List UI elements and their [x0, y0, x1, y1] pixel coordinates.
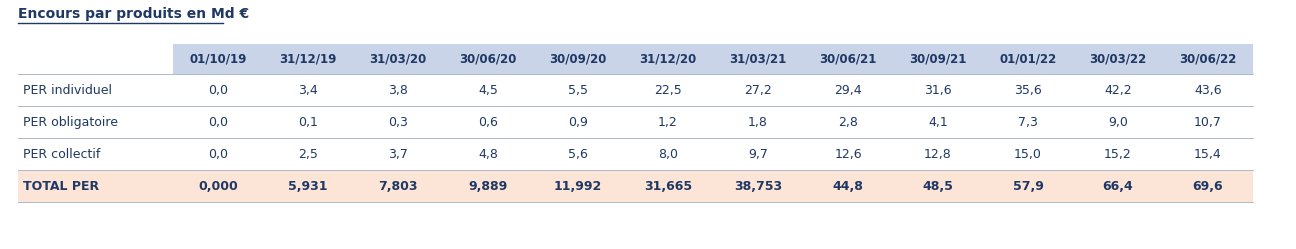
Text: 1,2: 1,2: [658, 116, 678, 128]
Text: 0,0: 0,0: [207, 116, 228, 128]
Text: 7,3: 7,3: [1019, 116, 1038, 128]
Text: 0,0: 0,0: [207, 147, 228, 161]
Text: 0,0: 0,0: [207, 83, 228, 97]
Text: 4,8: 4,8: [478, 147, 498, 161]
Text: 35,6: 35,6: [1015, 83, 1042, 97]
Text: 69,6: 69,6: [1192, 180, 1223, 192]
Text: PER collectif: PER collectif: [23, 147, 100, 161]
Text: 27,2: 27,2: [744, 83, 772, 97]
Text: TOTAL PER: TOTAL PER: [23, 180, 98, 192]
Text: 66,4: 66,4: [1103, 180, 1134, 192]
Text: 57,9: 57,9: [1012, 180, 1043, 192]
Text: 0,9: 0,9: [568, 116, 588, 128]
Text: 43,6: 43,6: [1194, 83, 1222, 97]
Text: 15,4: 15,4: [1194, 147, 1222, 161]
Text: 0,3: 0,3: [388, 116, 408, 128]
Text: 30/06/20: 30/06/20: [459, 53, 517, 65]
Text: 31/12/20: 31/12/20: [639, 53, 697, 65]
Text: 31/03/20: 31/03/20: [369, 53, 426, 65]
Text: 0,6: 0,6: [478, 116, 498, 128]
Text: 30/09/21: 30/09/21: [910, 53, 967, 65]
Text: 31/12/19: 31/12/19: [280, 53, 337, 65]
Text: 31,6: 31,6: [924, 83, 951, 97]
Text: 9,0: 9,0: [1108, 116, 1128, 128]
Text: 15,2: 15,2: [1104, 147, 1131, 161]
Text: 15,0: 15,0: [1013, 147, 1042, 161]
Text: PER individuel: PER individuel: [23, 83, 111, 97]
Text: 30/06/22: 30/06/22: [1179, 53, 1236, 65]
Text: 7,803: 7,803: [378, 180, 417, 192]
Text: 44,8: 44,8: [832, 180, 863, 192]
Text: 22,5: 22,5: [654, 83, 682, 97]
Text: 42,2: 42,2: [1104, 83, 1131, 97]
Text: 1,8: 1,8: [748, 116, 769, 128]
Bar: [172, 44, 1253, 74]
Text: 5,931: 5,931: [288, 180, 328, 192]
Text: 01/01/22: 01/01/22: [999, 53, 1056, 65]
Text: 8,0: 8,0: [658, 147, 678, 161]
Text: PER obligatoire: PER obligatoire: [23, 116, 118, 128]
Text: 12,6: 12,6: [835, 147, 862, 161]
Text: 3,8: 3,8: [388, 83, 408, 97]
Text: 30/06/21: 30/06/21: [819, 53, 876, 65]
Text: 9,889: 9,889: [468, 180, 508, 192]
Text: 2,5: 2,5: [298, 147, 318, 161]
Text: 5,6: 5,6: [568, 147, 588, 161]
Text: 2,8: 2,8: [839, 116, 858, 128]
Text: 38,753: 38,753: [734, 180, 781, 192]
Text: 30/09/20: 30/09/20: [550, 53, 607, 65]
Text: 0,000: 0,000: [198, 180, 238, 192]
Text: 31,665: 31,665: [644, 180, 692, 192]
Text: 01/10/19: 01/10/19: [189, 53, 246, 65]
Text: 0,1: 0,1: [298, 116, 318, 128]
Text: 9,7: 9,7: [748, 147, 769, 161]
Text: 5,5: 5,5: [568, 83, 588, 97]
Text: 3,4: 3,4: [298, 83, 318, 97]
Text: 12,8: 12,8: [924, 147, 951, 161]
Bar: [18, 170, 1253, 202]
Text: 29,4: 29,4: [835, 83, 862, 97]
Text: 3,7: 3,7: [388, 147, 408, 161]
Text: 10,7: 10,7: [1194, 116, 1222, 128]
Text: 11,992: 11,992: [553, 180, 603, 192]
Text: 4,5: 4,5: [478, 83, 498, 97]
Text: Encours par produits en Md €: Encours par produits en Md €: [18, 7, 249, 21]
Text: 4,1: 4,1: [928, 116, 947, 128]
Text: 30/03/22: 30/03/22: [1090, 53, 1147, 65]
Text: 48,5: 48,5: [923, 180, 954, 192]
Text: 31/03/21: 31/03/21: [730, 53, 787, 65]
